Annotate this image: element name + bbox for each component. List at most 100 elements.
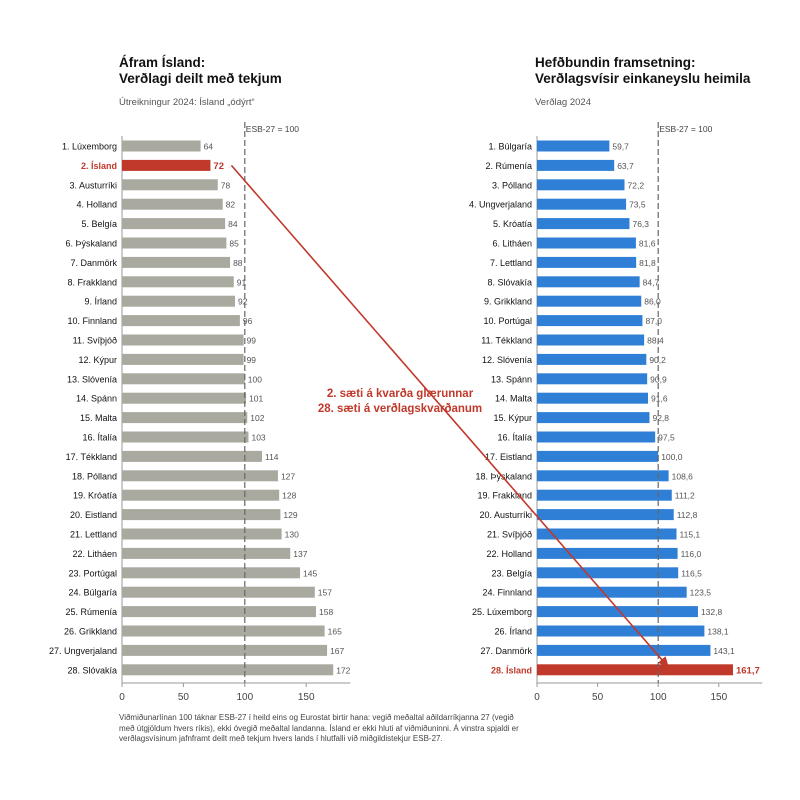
left-value-label: 99 xyxy=(247,336,257,346)
left-bar xyxy=(122,353,244,365)
rank-arrow-head xyxy=(657,656,669,668)
right-value-label: 92,8 xyxy=(652,413,669,423)
right-category-label: 7. Lettland xyxy=(490,258,532,268)
left-x-tick-label: 150 xyxy=(298,692,315,703)
left-value-label: 78 xyxy=(221,180,231,190)
left-bar xyxy=(122,140,201,152)
left-value-label: 99 xyxy=(247,355,257,365)
rank-arrow xyxy=(230,164,670,669)
right-value-label: 86,0 xyxy=(644,297,661,307)
left-category-label: 8. Frakkland xyxy=(67,277,117,287)
right-value-label: 108,6 xyxy=(672,471,694,481)
left-title-line2: Verðlagi deilt með tekjum xyxy=(119,71,282,86)
left-category-label: 9. Írland xyxy=(84,297,117,307)
right-category-label: 1. Búlgaría xyxy=(488,142,532,152)
left-category-label: 16. Ítalía xyxy=(82,433,117,443)
left-value-label: 91 xyxy=(237,277,247,287)
right-bar xyxy=(537,470,669,482)
right-value-label: 73,5 xyxy=(629,200,646,210)
left-bar xyxy=(122,528,282,540)
left-value-label: 102 xyxy=(250,413,264,423)
right-value-label: 72,2 xyxy=(628,180,645,190)
left-category-label: 7. Danmörk xyxy=(70,258,117,268)
right-bar xyxy=(537,450,659,462)
left-bar xyxy=(122,547,291,559)
right-category-label: 3. Pólland xyxy=(492,180,532,190)
right-bar xyxy=(537,237,636,249)
right-category-label: 15. Kýpur xyxy=(493,413,532,423)
left-bar xyxy=(122,334,244,346)
annotation-line2: 28. sæti á verðlagskvarðanum xyxy=(318,403,482,415)
right-chart-title: Hefðbundin framsetning: Verðlagsvísir ei… xyxy=(535,55,750,87)
left-bar xyxy=(122,373,245,385)
right-category-label: 25. Lúxemborg xyxy=(472,607,532,617)
left-category-label: 12. Kýpur xyxy=(78,355,117,365)
right-value-label: 100,0 xyxy=(661,452,683,462)
left-category-label: 23. Portúgal xyxy=(68,568,117,578)
right-value-label: 123,5 xyxy=(690,588,712,598)
left-value-label: 165 xyxy=(328,627,342,637)
right-category-label: 22. Holland xyxy=(486,549,532,559)
left-bar xyxy=(122,198,223,210)
right-bar xyxy=(537,664,733,676)
right-category-label: 18. Þýskaland xyxy=(475,471,532,481)
right-bar xyxy=(537,412,650,424)
left-value-label: 64 xyxy=(204,142,214,152)
left-bar xyxy=(122,237,227,249)
left-value-label: 100 xyxy=(248,374,262,384)
left-category-label: 21. Lettland xyxy=(70,530,117,540)
left-category-label: 4. Holland xyxy=(76,200,117,210)
right-value-label: 112,8 xyxy=(677,510,698,520)
left-bar xyxy=(122,489,280,501)
right-bar xyxy=(537,276,640,288)
right-category-label: 13. Spánn xyxy=(491,374,532,384)
right-bar xyxy=(537,489,672,501)
left-bar xyxy=(122,295,235,307)
left-bar xyxy=(122,179,218,191)
right-bar xyxy=(537,431,656,443)
left-bar xyxy=(122,412,248,424)
right-value-label: 87,0 xyxy=(645,316,662,326)
left-category-label: 25. Rúmenía xyxy=(65,607,117,617)
left-value-label: 103 xyxy=(251,433,265,443)
right-category-label: 8. Slóvakía xyxy=(487,277,532,287)
right-x-tick-label: 100 xyxy=(650,692,667,703)
right-category-label: 5. Króatía xyxy=(493,219,532,229)
right-x-tick-label: 150 xyxy=(710,692,727,703)
right-bar xyxy=(537,179,625,191)
left-category-label: 22. Litháen xyxy=(72,549,117,559)
left-bar xyxy=(122,159,211,171)
right-bar xyxy=(537,547,678,559)
right-value-label: 116,0 xyxy=(681,549,702,559)
left-bar xyxy=(122,392,247,404)
left-category-label: 28. Slóvakía xyxy=(67,665,117,675)
right-category-label: 20. Austurríki xyxy=(479,510,532,520)
right-title-line2: Verðlagsvísir einkaneyslu heimila xyxy=(535,71,751,86)
right-bar xyxy=(537,644,711,656)
left-category-label: 5. Belgía xyxy=(81,219,117,229)
left-category-label: 6. Þýskaland xyxy=(65,239,117,249)
footnote: Viðmiðunarlínan 100 táknar ESB-27 í heil… xyxy=(119,713,519,743)
right-category-label: 12. Slóvenía xyxy=(482,355,532,365)
right-bar xyxy=(537,218,630,230)
right-bar xyxy=(537,256,637,268)
right-bar xyxy=(537,159,615,171)
right-bar xyxy=(537,528,677,540)
right-bar xyxy=(537,334,645,346)
right-value-label: 91,6 xyxy=(651,394,668,404)
right-value-label: 143,1 xyxy=(713,646,735,656)
right-bar xyxy=(537,392,649,404)
right-category-label: 2. Rúmenía xyxy=(485,161,532,171)
left-value-label: 172 xyxy=(336,665,350,675)
right-category-label: 16. Ítalía xyxy=(497,433,532,443)
left-bar xyxy=(122,431,249,443)
left-bar xyxy=(122,567,301,579)
left-value-label: 127 xyxy=(281,471,295,481)
left-bar xyxy=(122,664,334,676)
right-bar xyxy=(537,198,627,210)
left-value-label: 145 xyxy=(303,568,317,578)
left-value-label: 84 xyxy=(228,219,238,229)
right-category-label: 19. Frakkland xyxy=(477,491,532,501)
right-value-label: 84,7 xyxy=(643,277,660,287)
left-title-line1: Áfram Ísland: xyxy=(119,55,206,70)
